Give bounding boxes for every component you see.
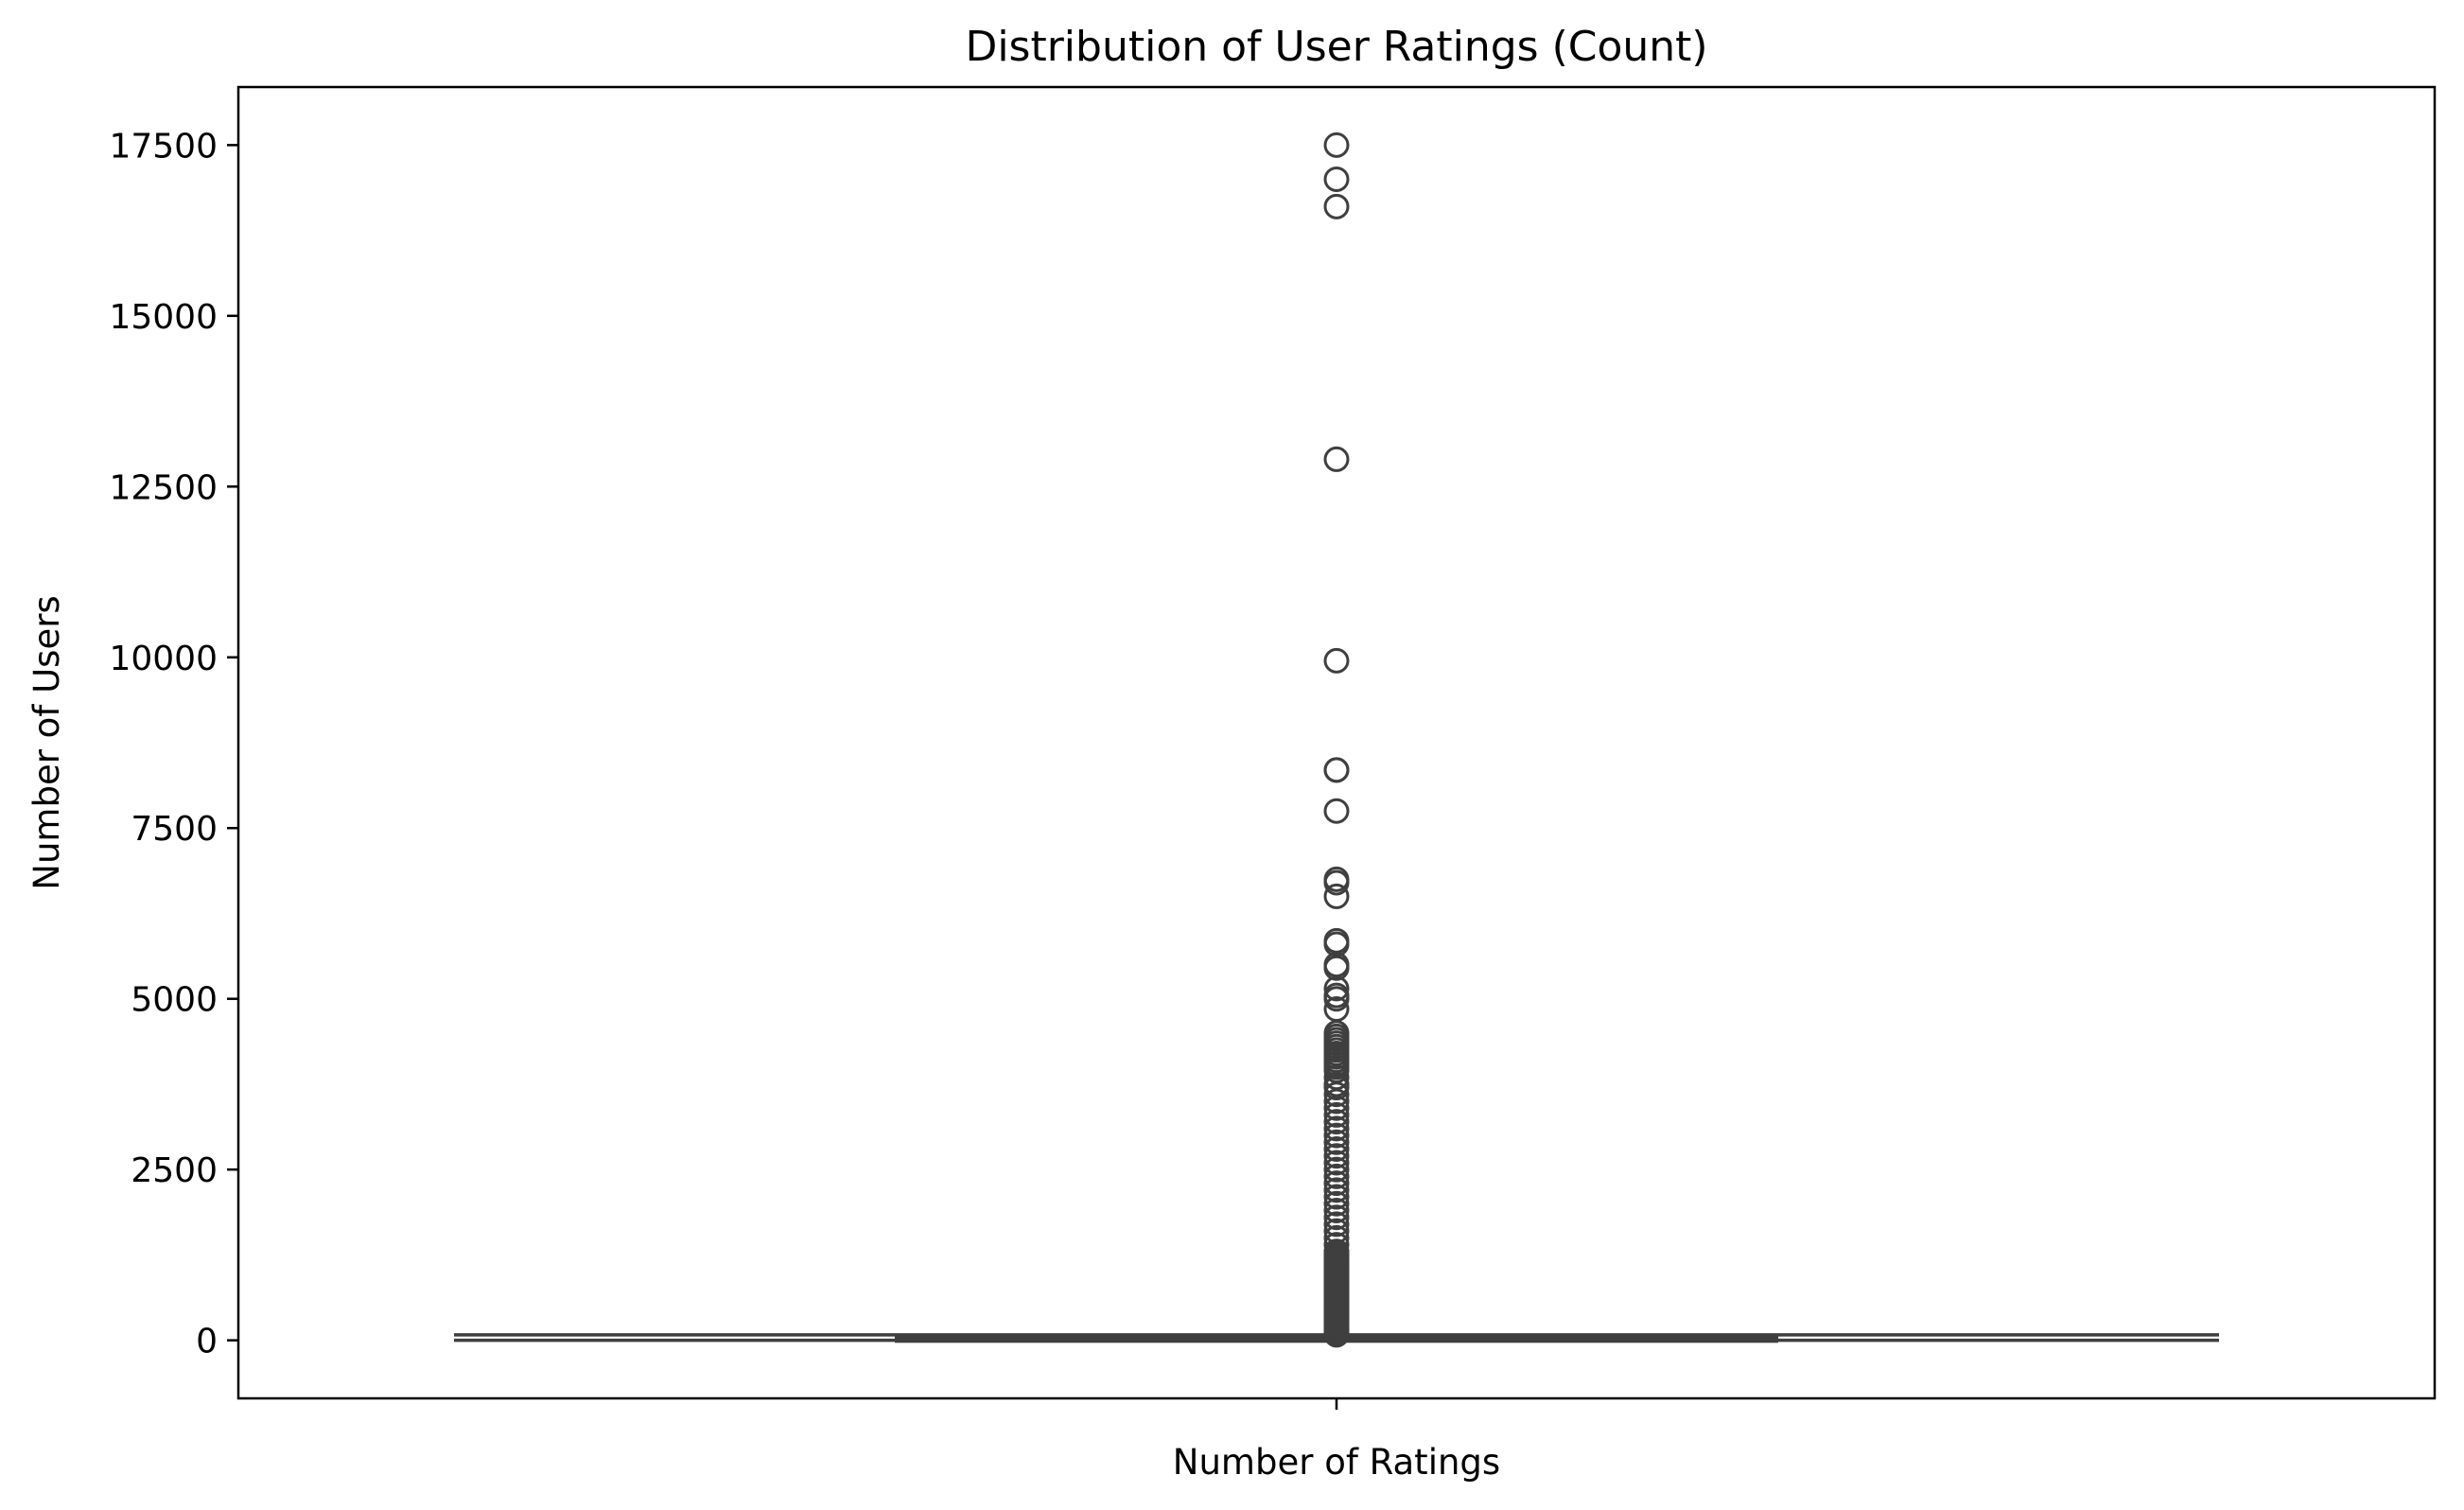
outlier-point [1323,1150,1350,1176]
y-tick-label: 5000 [131,981,218,1020]
outlier-point [1323,1190,1350,1217]
y-tick-label: 15000 [109,298,218,337]
outlier-point [1323,1101,1350,1128]
outlier-point [1323,1184,1350,1210]
outlier-point [1323,1211,1350,1238]
plot-area [454,132,2219,1348]
outlier-point [1323,1156,1350,1183]
outlier-point [1323,975,1350,1002]
chart-title: Distribution of User Ratings (Count) [965,23,1707,71]
y-tick-label: 10000 [109,640,218,678]
y-tick-label: 0 [196,1323,218,1361]
outlier-point [1323,869,1350,896]
outlier-point [1323,1170,1350,1197]
outlier-point [1323,1075,1350,1101]
y-tick-label: 12500 [109,468,218,507]
outlier-point [1323,883,1350,909]
y-tick-label: 2500 [131,1151,218,1190]
outlier-point [1323,1095,1350,1121]
outlier-point [1323,446,1350,472]
outlier-point [1323,757,1350,783]
outlier-point [1323,132,1350,158]
outlier-point [1323,1197,1350,1223]
outlier-point [1323,1177,1350,1203]
y-axis-ticks: 0 2500 5000 7500 10000 12500 15000 17500 [109,127,238,1361]
outlier-point [1323,1088,1350,1115]
x-axis-label: Number of Ratings [1173,1442,1500,1483]
outlier-point [1323,1115,1350,1142]
outlier-point [1323,955,1350,981]
outlier-point [1323,1109,1350,1135]
outlier-point [1323,1204,1350,1231]
outlier-point [1323,1143,1350,1169]
outlier-point [1323,1081,1350,1108]
y-axis-label: Number of Users [26,595,67,889]
outlier-point [1323,166,1350,192]
y-tick-label: 7500 [131,810,218,849]
outlier-point [1323,647,1350,674]
y-tick-label: 17500 [109,127,218,166]
outlier-point [1323,1122,1350,1149]
outlier-point [1323,193,1350,219]
outlier-point [1323,1163,1350,1189]
outlier-point [1323,798,1350,824]
outlier-point [1323,986,1350,1012]
outlier-point [1323,1129,1350,1155]
outlier-point [1323,1238,1350,1265]
outlier-point [1323,1136,1350,1163]
